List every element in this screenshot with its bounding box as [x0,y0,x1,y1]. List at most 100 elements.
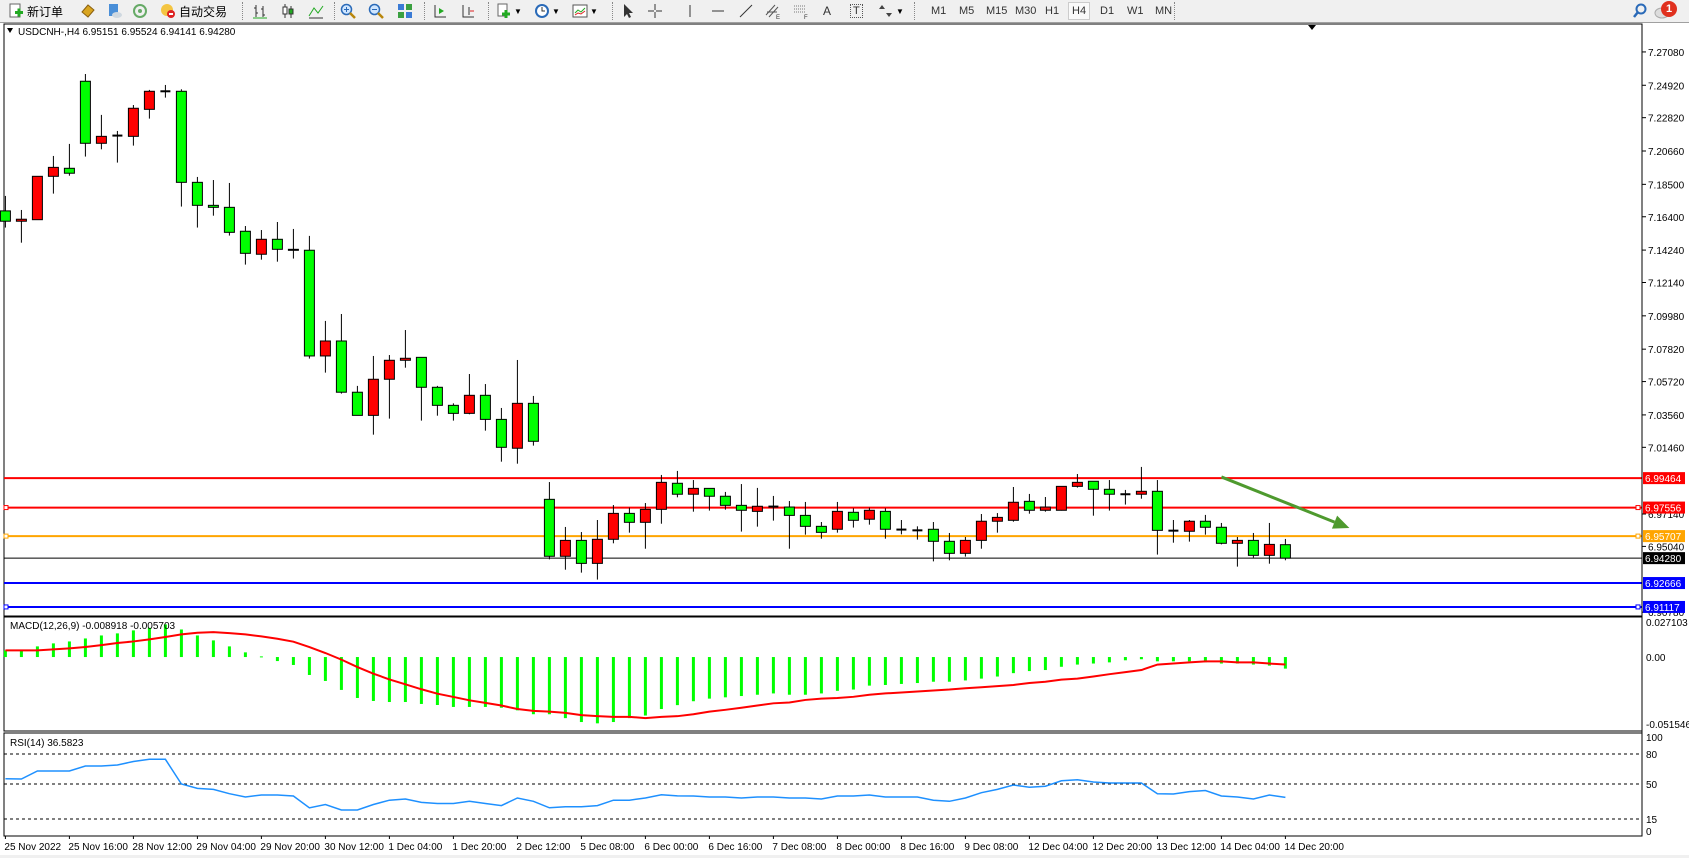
candle[interactable] [1071,474,1083,488]
candle[interactable] [160,84,171,98]
candle[interactable] [1103,480,1115,511]
bar-chart-button[interactable] [252,2,268,20]
timeframe-m1-button[interactable]: M1 [931,5,947,17]
new-order-button[interactable]: 新订单 [8,2,63,20]
line-chart-button[interactable] [308,2,324,20]
candle[interactable] [271,222,283,262]
candle[interactable] [1231,536,1243,567]
candle[interactable] [815,522,827,539]
candle[interactable] [1135,466,1147,499]
candle[interactable] [1007,486,1019,522]
candle[interactable] [559,526,571,570]
cursor-button[interactable] [620,2,636,20]
candle[interactable] [1215,522,1227,545]
candle[interactable] [511,359,523,464]
indicators-button[interactable]: ▼ [496,2,522,20]
arrows-button[interactable]: ▼ [878,2,904,20]
search-button[interactable] [1632,2,1648,20]
candle[interactable] [751,487,763,527]
timeframe-h4-button[interactable]: H4 [1068,2,1091,20]
candle[interactable] [0,195,11,228]
main-price-pane[interactable] [0,23,1643,617]
candle[interactable] [655,474,667,524]
candle[interactable] [127,105,139,146]
candle[interactable] [1151,480,1163,555]
trendline-button[interactable] [738,2,754,20]
candle[interactable] [1023,493,1035,514]
candle[interactable] [719,491,731,510]
candle[interactable] [991,513,1003,533]
candle[interactable] [63,143,75,176]
candle[interactable] [975,513,987,549]
candle[interactable] [335,313,347,394]
candle[interactable] [831,501,843,533]
periodicity-button[interactable]: ▼ [534,2,560,20]
candle[interactable] [431,385,443,416]
candle[interactable] [319,320,331,373]
candle[interactable] [1279,538,1291,561]
candle[interactable] [623,507,635,533]
candle[interactable] [255,230,267,260]
navigator-button[interactable] [132,2,148,20]
candle[interactable] [191,176,203,228]
candle[interactable] [607,505,619,544]
candle[interactable] [959,536,971,557]
candle[interactable] [943,532,955,561]
chart-shift-button[interactable] [460,2,476,20]
text-label-button[interactable]: T [850,2,863,20]
candle[interactable] [639,503,651,549]
candle[interactable] [703,487,715,511]
horizontal-line-button[interactable] [710,2,726,20]
candle[interactable] [399,330,411,368]
timeframe-d1-button[interactable]: D1 [1100,5,1115,17]
chart-window[interactable]: 7.27080 7.24920 7.22820 7.20660 7.18500 7.164… [0,23,1689,858]
line-handle[interactable] [1635,533,1641,539]
candle[interactable] [31,175,43,221]
candle[interactable] [1120,489,1131,505]
candle[interactable] [415,356,427,421]
candle[interactable] [912,526,923,540]
candle[interactable] [1039,497,1051,512]
timeframe-w1-button[interactable]: W1 [1127,5,1144,17]
candle[interactable] [1263,522,1275,564]
candle[interactable] [479,384,491,431]
line-handle[interactable] [3,604,9,610]
templates-button[interactable]: ▼ [572,2,598,20]
candle[interactable] [95,114,107,150]
candle[interactable] [1055,485,1067,511]
text-tool-button[interactable]: A [823,2,831,20]
macd-pane[interactable] [3,616,1643,732]
time-axis[interactable]: 25 Nov 2022 25 Nov 16:00 28 Nov 12:00 29 No… [0,836,1689,858]
collapse-triangle-icon[interactable] [7,28,13,33]
trend-arrow[interactable] [1220,475,1336,524]
vertical-line-button[interactable] [682,2,698,20]
candle[interactable] [1168,520,1179,543]
rsi-pane[interactable] [3,732,1643,837]
candle[interactable] [207,180,219,216]
tile-windows-button[interactable] [397,2,413,20]
candle[interactable] [383,355,395,419]
candle[interactable] [175,89,187,207]
candle[interactable] [1247,532,1259,558]
candlestick-chart-button[interactable] [280,2,296,20]
price-axis[interactable]: 7.27080 7.24920 7.22820 7.20660 7.18500 7.164… [1641,24,1689,838]
candle[interactable] [287,228,299,259]
candle[interactable] [863,507,875,525]
candle[interactable] [1199,514,1211,535]
candle[interactable] [1087,480,1099,516]
line-handle[interactable] [1635,505,1641,511]
candle[interactable] [799,501,811,535]
candle[interactable] [15,209,27,243]
candle[interactable] [447,403,459,421]
candle[interactable] [735,484,747,532]
line-handle[interactable] [3,505,9,511]
timeframe-mn-button[interactable]: MN [1155,5,1173,17]
line-handle[interactable] [1635,604,1641,610]
candle[interactable] [591,520,603,580]
candle[interactable] [143,89,155,119]
candle[interactable] [1183,520,1195,542]
timeframe-m15-button[interactable]: M15 [986,5,1008,17]
candle[interactable] [927,522,939,562]
candle[interactable] [671,470,683,498]
candle[interactable] [879,508,891,539]
